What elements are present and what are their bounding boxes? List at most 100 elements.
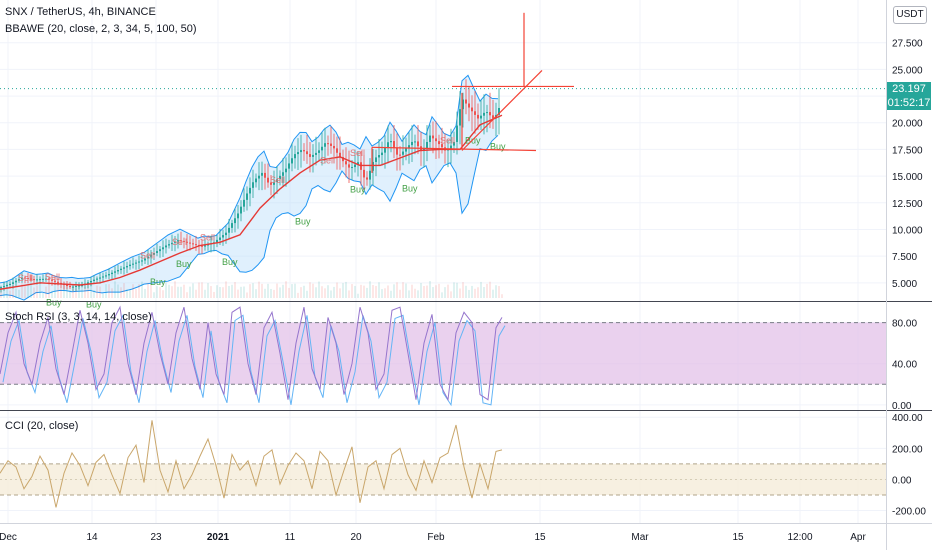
volume-bar (396, 282, 398, 298)
candle-body (450, 145, 452, 150)
volume-bar (195, 289, 197, 298)
stoch-rsi-label: Stoch RSI (3, 3, 14, 14, close) (5, 311, 152, 323)
volume-bar (153, 292, 155, 298)
x-tick-label: 15 (534, 532, 546, 543)
candle-body (468, 103, 470, 108)
y-tick-label: 0.00 (892, 475, 912, 486)
candle-body (408, 145, 410, 149)
candle-body (366, 177, 368, 180)
volume-bar (12, 285, 14, 298)
volume-bar (261, 283, 263, 298)
volume-bar (402, 282, 404, 298)
y-tick-label: 0.00 (892, 401, 912, 412)
volume-bar (351, 284, 353, 298)
candle-body (399, 154, 401, 156)
volume-bar (357, 293, 359, 298)
candle-body (321, 146, 323, 151)
candle-body (180, 240, 182, 242)
volume-bar (228, 285, 230, 298)
candle-body (372, 161, 374, 171)
volume-bar (417, 290, 419, 298)
volume-bar (246, 292, 248, 298)
candle-body (21, 277, 23, 280)
candle-body (138, 261, 140, 263)
candle-body (351, 167, 353, 169)
volume-bar (423, 286, 425, 298)
x-tick-label: Apr (850, 532, 866, 543)
volume-bar (60, 288, 62, 298)
candle-body (186, 241, 188, 243)
cci-pane[interactable] (0, 420, 886, 508)
volume-bar (300, 287, 302, 298)
volume-bar (339, 288, 341, 298)
price-pane[interactable]: Sell Sell Sell Sell Sell Sell Sell Sell Sell Buy B… (0, 12, 886, 310)
x-tick-label: 2021 (207, 532, 230, 543)
volume-bar (372, 285, 374, 298)
buy-signal-label: Buy (350, 184, 366, 194)
candle-body (132, 263, 134, 265)
currency-button[interactable]: USDT (893, 6, 927, 24)
candle-body (285, 168, 287, 173)
candle-body (126, 266, 128, 268)
volume-bar (21, 282, 23, 298)
x-tick-label: Mar (631, 532, 649, 543)
y-tick-label: 7.500 (892, 252, 917, 263)
cci-label: CCI (20, close) (5, 420, 79, 432)
volume-bar (255, 289, 257, 298)
candle-body (342, 157, 344, 162)
candle-body (387, 142, 389, 148)
volume-bar (117, 284, 119, 298)
volume-bar (303, 285, 305, 298)
volume-bar (156, 286, 158, 298)
candle-body (498, 107, 500, 115)
volume-bar (186, 292, 188, 298)
sell-signal-label: Sell (172, 237, 187, 247)
candle-body (276, 179, 278, 182)
volume-bar (24, 285, 26, 298)
volume-bar (144, 288, 146, 298)
candle-body (234, 218, 236, 224)
volume-bar (366, 287, 368, 298)
volume-bar (243, 286, 245, 298)
candle-body (156, 251, 158, 253)
candle-body (183, 240, 185, 242)
indicator-bbawe-label: BBAWE (20, close, 2, 3, 34, 5, 100, 50) (5, 23, 197, 35)
candle-body (75, 286, 77, 288)
volume-bar (348, 290, 350, 298)
candle-body (201, 245, 203, 247)
volume-bar (288, 287, 290, 298)
volume-bar (429, 281, 431, 298)
candle-body (345, 161, 347, 165)
candle-body (312, 154, 314, 157)
candle-body (264, 172, 266, 178)
stoch-rsi-pane[interactable] (0, 305, 886, 407)
candle-body (396, 147, 398, 155)
candle-body (465, 99, 467, 104)
volume-bar (18, 289, 20, 298)
candle-body (81, 284, 83, 286)
buy-signal-label: Buy (46, 298, 62, 308)
volume-bar (441, 292, 443, 298)
candle-body (459, 109, 461, 126)
candle-body (414, 141, 416, 143)
volume-bar (438, 283, 440, 298)
volume-bar (432, 287, 434, 298)
volume-bar (489, 281, 491, 298)
candle-body (291, 158, 293, 164)
volume-bar (369, 281, 371, 298)
candle-body (207, 244, 209, 246)
volume-bar (270, 288, 272, 298)
volume-bar (87, 283, 89, 298)
volume-bar (393, 284, 395, 298)
buy-signal-label: Buy (402, 183, 418, 193)
volume-bar (384, 288, 386, 298)
candle-body (480, 115, 482, 119)
candle-body (111, 272, 113, 275)
volume-bar (96, 285, 98, 298)
candle-body (432, 135, 434, 139)
candle-body (324, 143, 326, 147)
volume-bar (378, 282, 380, 298)
volume-bar (333, 286, 335, 298)
candle-body (66, 284, 68, 287)
